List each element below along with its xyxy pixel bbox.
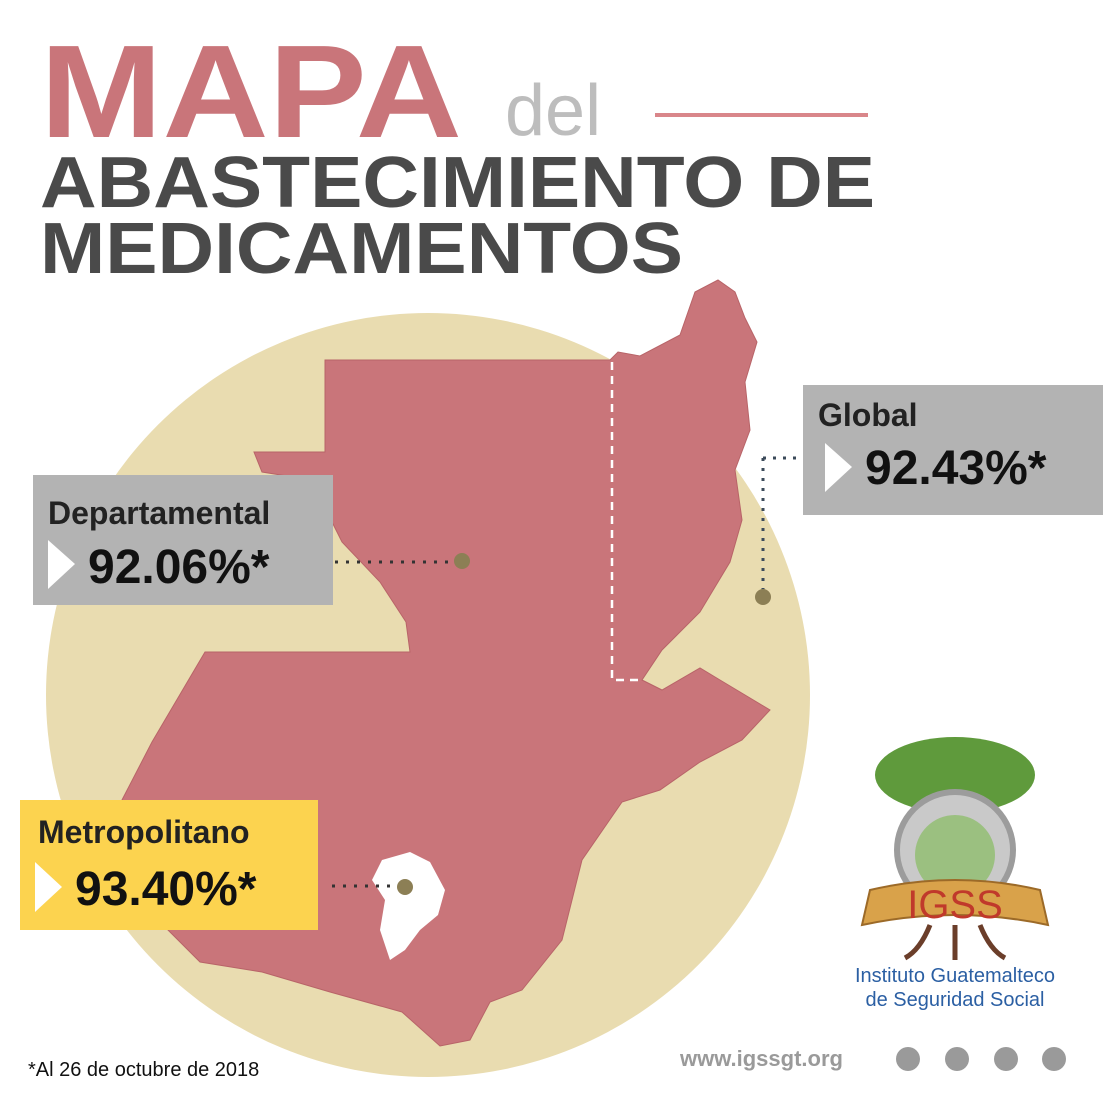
title-connector: del [505,71,601,151]
indicator-value: 92.06%* [88,541,270,594]
marker [397,879,413,895]
arrow [35,862,62,912]
border-dash [610,362,640,682]
indicator-box [33,475,333,605]
social-icon[interactable] [994,1047,1018,1071]
indicator-box [803,385,1103,515]
arrow [48,540,75,589]
logo-acronym: IGSS [907,883,1003,927]
indicator-label: Departamental [48,495,270,531]
indicator-value: 92.43%* [865,442,1047,495]
social-icon[interactable] [1042,1047,1066,1071]
title-main: MAPA [40,18,462,165]
indicator-label: Metropolitano [38,814,250,850]
title-line: ABASTECIMIENTO DE [40,143,875,223]
metro-region [372,852,445,960]
title-line: MEDICAMENTOS [40,209,683,289]
roots [903,924,1007,961]
footnote: *Al 26 de octubre de 2018 [28,1059,259,1081]
tree-canopy [875,737,1035,813]
banner [860,879,1050,927]
website: www.igssgt.org [679,1046,843,1071]
marker [454,553,470,569]
social-icon[interactable] [945,1047,969,1071]
logo-name: de Seguridad Social [865,989,1044,1011]
logo-name: Instituto Guatemalteco [855,965,1055,987]
arrow [825,443,852,492]
medallion-figure [915,815,995,895]
marker [755,589,771,605]
social-icon[interactable] [896,1047,920,1071]
logo: IGSS Instituto Guatemalteco de Seguridad… [855,737,1055,1011]
indicator-value: 93.40%* [75,863,257,916]
indicator-box [20,800,318,930]
indicator-label: Global [818,397,918,433]
